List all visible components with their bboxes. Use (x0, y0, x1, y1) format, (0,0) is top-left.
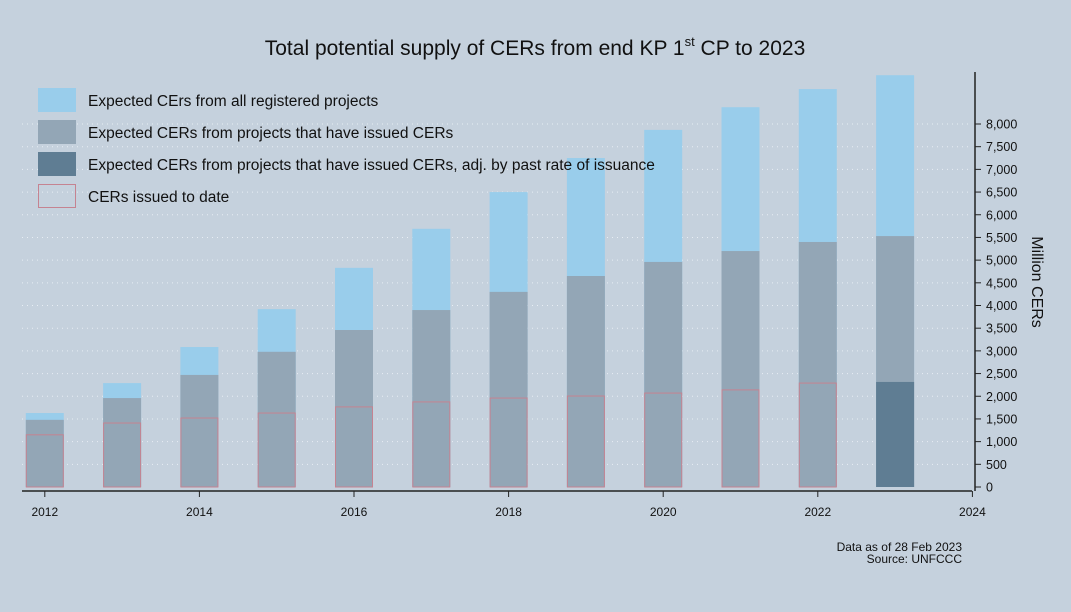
y-tick-label: 6,000 (986, 208, 1017, 222)
y-tick-label: 4,000 (986, 299, 1017, 313)
x-tick-label: 2016 (341, 505, 368, 519)
chart-title: Total potential supply of CERs from end … (265, 34, 806, 60)
y-tick-label: 5,500 (986, 231, 1017, 245)
y-tick-label: 7,500 (986, 140, 1017, 154)
bar-outline-2021 (721, 389, 760, 488)
legend-swatch (38, 88, 76, 112)
bar-series1-2020 (644, 261, 683, 487)
x-tick-label: 2024 (959, 505, 986, 519)
bar-series1-2017 (412, 310, 451, 487)
x-tick-label: 2012 (31, 505, 58, 519)
x-tick-label: 2018 (495, 505, 522, 519)
bar-series1-2015 (257, 351, 296, 487)
footer-source: Source: UNFCCC (867, 552, 963, 566)
y-tick-label: 5,000 (986, 254, 1017, 268)
legend-swatch (38, 184, 76, 208)
bar-outline-2013 (103, 422, 142, 488)
y-tick-label: 7,000 (986, 163, 1017, 177)
x-tick-label: 2014 (186, 505, 213, 519)
bar-outline-2014 (180, 417, 219, 488)
chart-title-superscript: st (685, 34, 696, 49)
bar-outline-2020 (644, 392, 683, 488)
y-tick-label: 0 (986, 481, 993, 495)
legend-label: CERs issued to date (88, 189, 229, 206)
y-tick-label: 2,000 (986, 390, 1017, 404)
y-tick-label: 1,000 (986, 435, 1017, 449)
y-tick-label: 500 (986, 458, 1007, 472)
bar-outline-2017 (412, 401, 451, 488)
x-tick-label: 2022 (804, 505, 831, 519)
y-tick-label: 3,000 (986, 344, 1017, 358)
bar-series1-2016 (335, 330, 373, 487)
bar-outline-2018 (489, 397, 528, 488)
legend-label: Expected CErs from all registered projec… (88, 93, 379, 110)
bar-series1-2013 (103, 398, 142, 487)
bar-series1-2019 (566, 276, 605, 487)
bar-series1-2018 (489, 291, 528, 487)
bar-outline-2015 (257, 412, 296, 488)
y-tick-label: 8,000 (986, 118, 1017, 132)
footer-data-date: Data as of 28 Feb 2023 (837, 540, 963, 554)
legend-swatch (38, 152, 76, 176)
y-axis-label: Million CERs (1028, 236, 1045, 328)
bar-outline-2019 (566, 395, 605, 488)
legend-label: Expected CERs from projects that have is… (88, 157, 655, 174)
y-tick-label: 4,500 (986, 276, 1017, 290)
bar-series2-2023 (876, 381, 915, 487)
bar-outline-2012 (25, 434, 64, 488)
y-tick-label: 2,500 (986, 367, 1017, 381)
bars (25, 75, 915, 488)
x-tick-label: 2020 (650, 505, 677, 519)
bar-series1-2022 (798, 241, 837, 487)
bar-outline-2016 (335, 406, 373, 488)
y-tick-label: 1,500 (986, 412, 1017, 426)
bar-outline-2022 (798, 382, 837, 488)
legend: Expected CErs from all registered projec… (38, 88, 655, 208)
y-tick-label: 6,500 (986, 186, 1017, 200)
bar-series1-2021 (721, 251, 760, 487)
y-tick-label: 3,500 (986, 322, 1017, 336)
legend-label: Expected CERs from projects that have is… (88, 125, 454, 142)
bar-series1-2014 (180, 374, 219, 487)
bar-series1-2012 (25, 419, 64, 487)
legend-swatch (38, 120, 76, 144)
